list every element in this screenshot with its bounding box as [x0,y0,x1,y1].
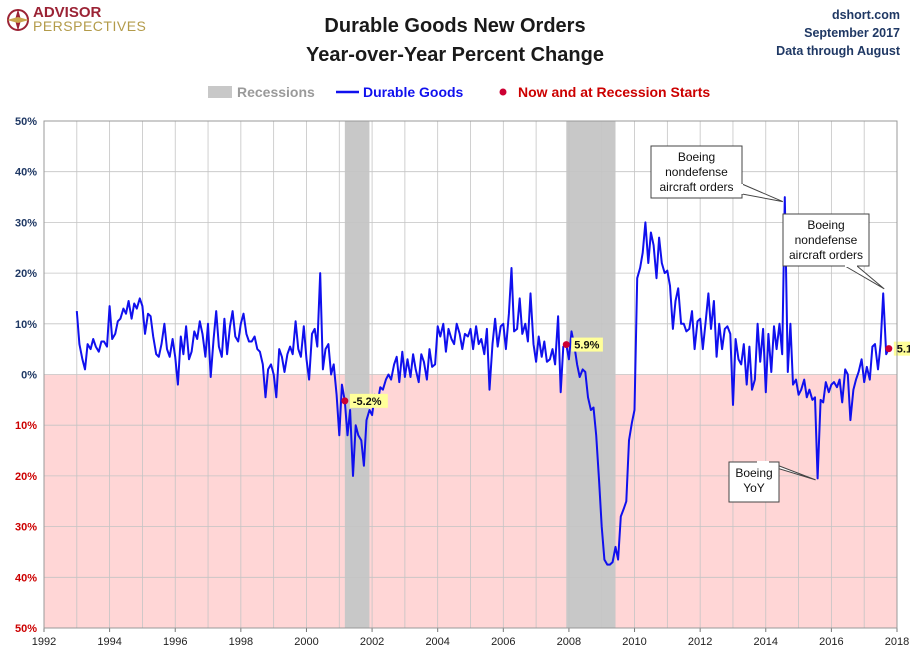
recession-start-marker [341,397,349,405]
y-tick-label: 20% [15,268,37,280]
x-tick-label: 2018 [885,636,909,648]
chart-title-line1: Durable Goods New Orders [324,15,585,37]
callout-box [782,213,870,267]
value-label: -5.2% [353,396,382,408]
callout-pointer [741,183,783,203]
callout-box [728,461,780,503]
callout-text: aircraft orders [789,248,863,262]
chart-title-line2: Year-over-Year Percent Change [306,44,604,66]
value-label-bg [893,341,910,356]
x-tick-label: 2016 [819,636,843,648]
value-label-bg [349,393,388,408]
legend-durable-goods-label: Durable Goods [363,84,464,100]
callout-text: Boeing [807,218,844,232]
legend: Recessions Durable Goods Now and at Rece… [208,84,710,100]
x-tick-label: 1998 [229,636,253,648]
data-through: Data through August [776,44,901,58]
recession-start-markers: -5.2% 5.9% 5.1% [341,337,910,408]
series-line-durable-goods [75,196,890,566]
plot-frame [43,120,898,629]
y-tick-label: 30% [15,217,37,229]
compass-logo-icon [7,9,29,31]
logo-line2: PERSPECTIVES [33,18,146,34]
legend-recessions-label: Recessions [237,84,315,100]
x-tick-label: 2008 [557,636,581,648]
y-tick-label: 30% [15,522,37,534]
value-label-bg [571,337,603,352]
legend-recessions-swatch [208,86,232,98]
y-axis-ticks: 50% 40% 30% 20% 10% 0% 10% 20% 30% 40% 50% [15,116,37,635]
x-tick-label: 1992 [32,636,56,648]
x-tick-label: 2012 [688,636,712,648]
x-tick-label: 2004 [425,636,449,648]
x-tick-label: 2000 [294,636,318,648]
recession-start-marker [885,345,893,353]
y-tick-label: 0% [21,370,37,382]
y-tick-label: 50% [15,116,37,128]
callout-text: aircraft orders [659,180,733,194]
x-tick-label: 2006 [491,636,515,648]
callout-text: Boeing [735,466,772,480]
y-tick-label: 50% [15,623,37,635]
x-tick-label: 1994 [97,636,121,648]
legend-recession-starts-dot [499,88,507,96]
value-label: 5.1% [897,344,910,356]
x-tick-label: 2010 [622,636,646,648]
logo-line1: ADVISOR [33,4,102,21]
callout-text: YoY [743,481,765,495]
callout-box [650,145,743,199]
callout-pointer [843,265,885,290]
y-tick-label: 10% [15,420,37,432]
recession-start-marker [562,341,570,349]
x-tick-label: 2014 [754,636,778,648]
callout-text: nondefense [795,233,858,247]
x-axis-ticks: 1992 1994 1996 1998 2000 2002 2004 2006 2008 2010… [32,628,909,648]
callout-text: Boeing [678,150,715,164]
callout-text: nondefense [665,165,728,179]
series-durable-goods [75,196,890,566]
publish-date: September 2017 [804,26,900,40]
legend-recession-starts-label: Now and at Recession Starts [518,84,710,100]
y-tick-label: 40% [15,572,37,584]
x-tick-label: 2002 [360,636,384,648]
value-label: 5.9% [574,340,599,352]
advisor-perspectives-logo: ADVISOR PERSPECTIVES [7,4,146,34]
site-label: dshort.com [832,8,900,22]
y-tick-label: 20% [15,471,37,483]
x-tick-label: 1996 [163,636,187,648]
y-tick-label: 10% [15,319,37,331]
y-tick-label: 40% [15,167,37,179]
